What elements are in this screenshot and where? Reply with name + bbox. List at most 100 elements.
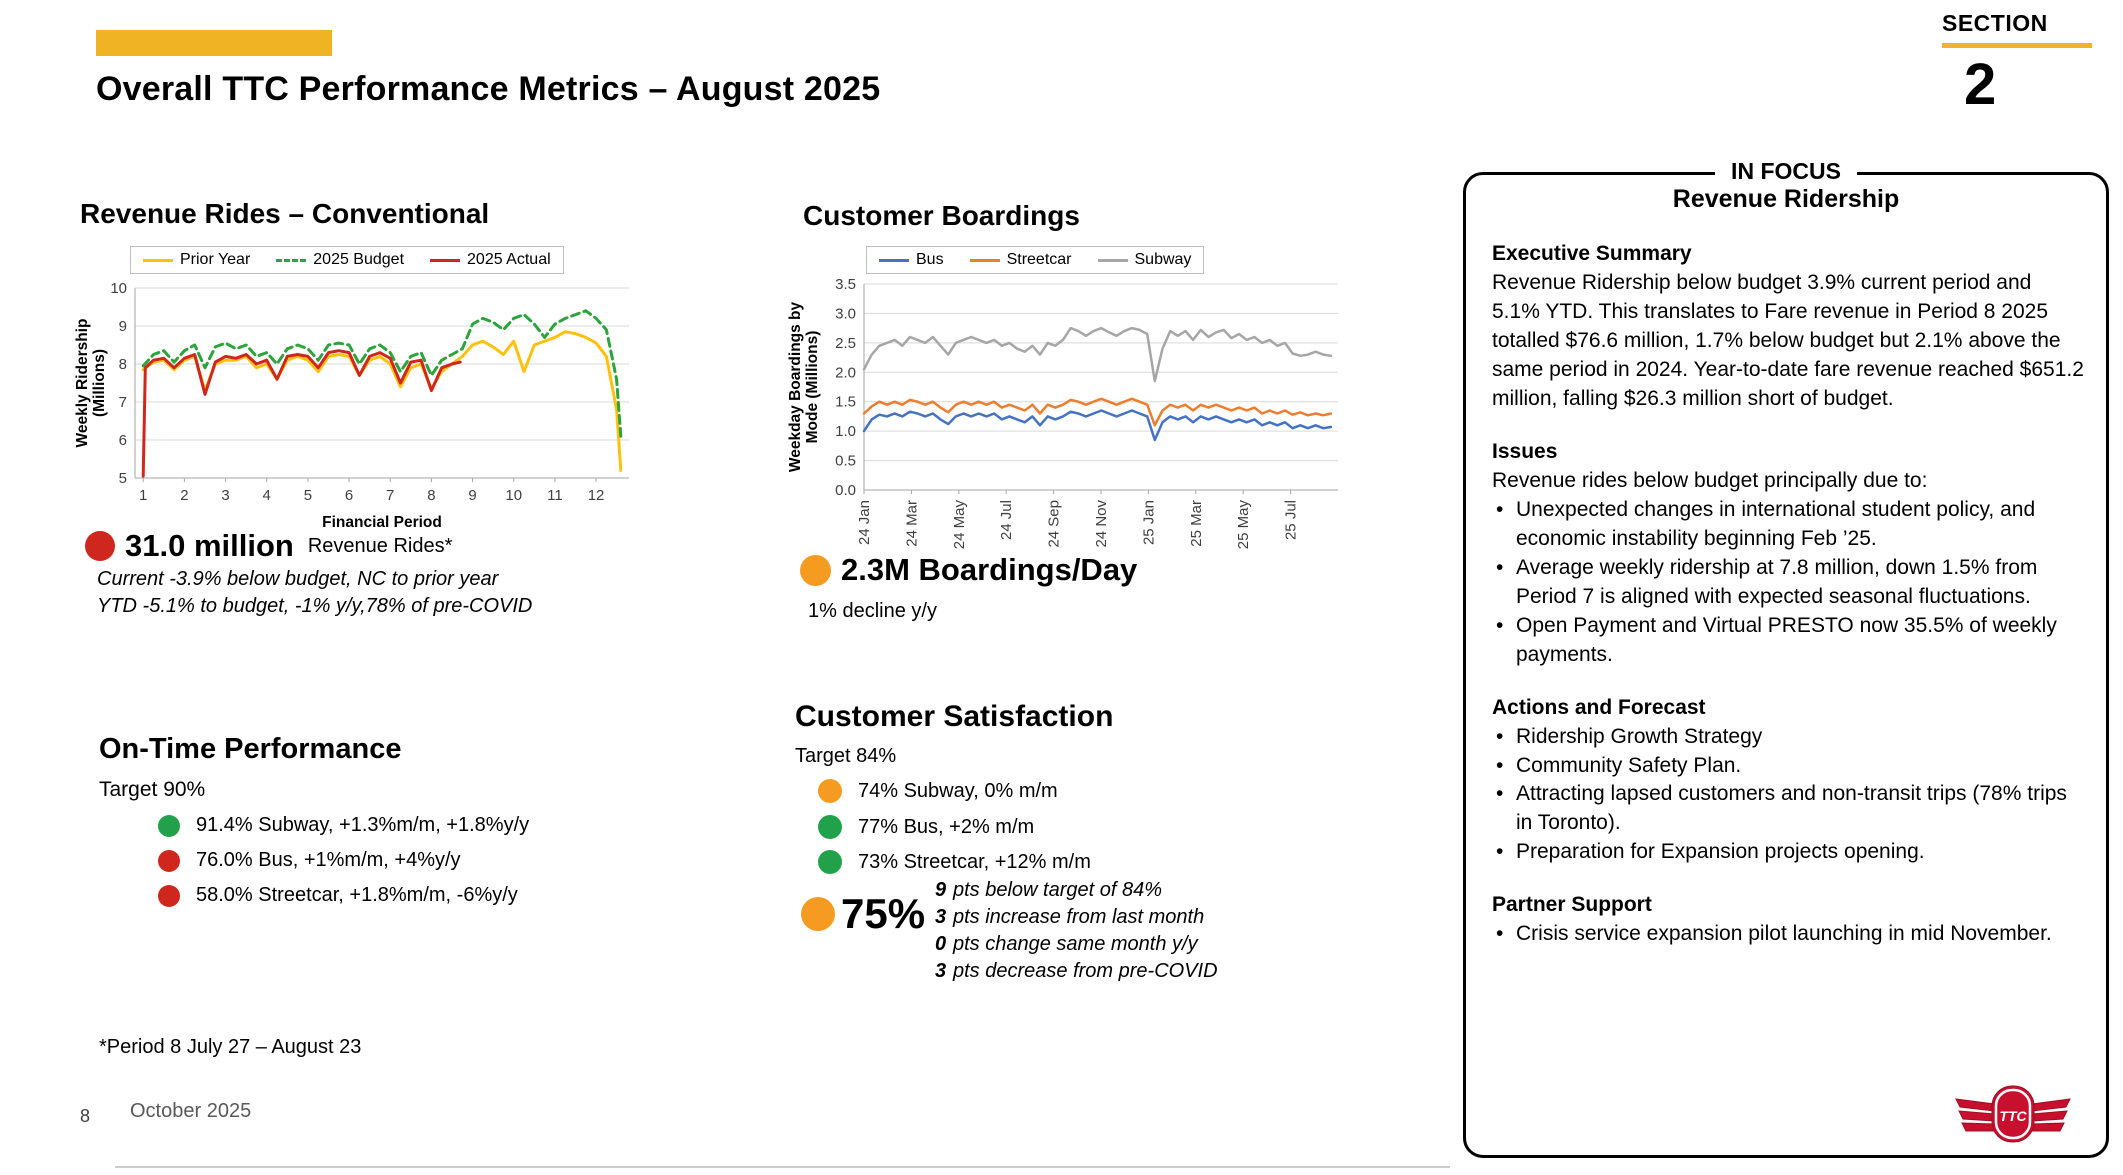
status-dot-icon <box>818 779 842 803</box>
on-time-item: 58.0% Streetcar, +1.8%m/m, -6%y/y <box>158 884 518 907</box>
revenue-chart-legend: Prior Year 2025 Budget 2025 Actual <box>130 246 564 274</box>
bullet-item: Average weekly ridership at 7.8 million,… <box>1492 554 2084 612</box>
svg-text:12: 12 <box>588 487 605 504</box>
satisfaction-item-text: 73% Streetcar, +12% m/m <box>858 850 1091 873</box>
bullet-item: Community Safety Plan. <box>1492 752 2084 781</box>
revenue-kpi-value: 31.0 million <box>125 528 294 563</box>
legend-label: 2025 Budget <box>313 251 405 268</box>
satisfaction-notes: 9 pts below target of 84% 3 pts increase f… <box>935 879 1218 987</box>
legend-label: Bus <box>916 251 944 268</box>
on-time-heading: On-Time Performance <box>99 733 402 765</box>
bullet-item: Ridership Growth Strategy <box>1492 723 2084 752</box>
svg-text:24 Sep: 24 Sep <box>1046 500 1063 548</box>
svg-text:5: 5 <box>304 487 312 504</box>
svg-text:1.5: 1.5 <box>835 394 856 411</box>
satisfaction-item-text: 77% Bus, +2% m/m <box>858 815 1035 838</box>
footer-divider <box>115 1166 1450 1168</box>
note-text: pts decrease from pre-COVID <box>953 960 1218 982</box>
footer-date: October 2025 <box>130 1100 252 1122</box>
legend-line-sample <box>969 258 1000 262</box>
boardings-chart-legend: Bus Streetcar Subway <box>866 246 1205 274</box>
bullet-item: Crisis service expansion pilot launching… <box>1492 920 2084 949</box>
note-value: 3 <box>935 960 947 982</box>
svg-text:Mode (Millions): Mode (Millions) <box>804 331 821 444</box>
legend-line-sample <box>276 258 307 262</box>
on-time-item-text: 58.0% Streetcar, +1.8%m/m, -6%y/y <box>196 884 518 906</box>
satisfaction-note: 0 pts change same month y/y <box>935 933 1218 960</box>
satisfaction-overall: 75% <box>801 890 925 938</box>
svg-text:25 Mar: 25 Mar <box>1188 500 1205 547</box>
satisfaction-note: 9 pts below target of 84% <box>935 879 1218 906</box>
focus-partner-list: Crisis service expansion pilot launching… <box>1492 920 2084 949</box>
on-time-item: 91.4% Subway, +1.3%m/m, +1.8%y/y <box>158 814 529 837</box>
svg-text:7: 7 <box>386 487 394 504</box>
period-footnote: *Period 8 July 27 – August 23 <box>99 1036 362 1058</box>
svg-text:3.0: 3.0 <box>835 305 856 322</box>
svg-text:9: 9 <box>468 487 476 504</box>
section-number: 2 <box>1964 52 1997 117</box>
svg-text:10: 10 <box>110 280 127 297</box>
svg-text:1.0: 1.0 <box>835 423 856 440</box>
legend-item: Subway <box>1097 251 1192 269</box>
legend-label: Subway <box>1134 251 1192 268</box>
satisfaction-target: Target 84% <box>795 745 897 767</box>
focus-title: Revenue Ridership <box>1672 185 1900 213</box>
note-text: pts increase from last month <box>953 906 1205 928</box>
status-dot-icon <box>85 531 115 561</box>
legend-item: Prior Year <box>143 251 250 269</box>
boardings-kpi-value: 2.3M Boardings/Day <box>841 552 1138 587</box>
svg-text:25 Jan: 25 Jan <box>1140 500 1157 545</box>
svg-text:2: 2 <box>180 487 188 504</box>
svg-text:1: 1 <box>139 487 147 504</box>
boardings-heading: Customer Boardings <box>803 200 1080 231</box>
svg-text:10: 10 <box>505 487 522 504</box>
boardings-kpi: 2.3M Boardings/Day <box>800 552 1137 588</box>
satisfaction-item-text: 74% Subway, 0% m/m <box>858 779 1058 802</box>
focus-actions-heading: Actions and Forecast <box>1492 695 1706 719</box>
title-accent-bar <box>96 30 332 56</box>
focus-actions-list: Ridership Growth StrategyCommunity Safet… <box>1492 723 2084 868</box>
revenue-kpi-label: Revenue Rides* <box>307 534 453 557</box>
boardings-note: 1% decline y/y <box>808 600 937 622</box>
note-value: 3 <box>935 906 947 928</box>
in-focus-tag: IN FOCUS <box>1715 158 1857 185</box>
svg-text:24 Mar: 24 Mar <box>903 500 920 547</box>
svg-text:0.0: 0.0 <box>835 482 856 499</box>
satisfaction-note: 3 pts decrease from pre-COVID <box>935 960 1218 987</box>
legend-item: 2025 Actual <box>430 251 551 269</box>
svg-text:0.5: 0.5 <box>835 453 856 470</box>
section-underline <box>1942 43 2092 48</box>
svg-text:11: 11 <box>547 487 563 504</box>
satisfaction-item: 74% Subway, 0% m/m <box>818 779 1058 803</box>
satisfaction-note: 3 pts increase from last month <box>935 906 1218 933</box>
revenue-note-1: Current -3.9% below budget, NC to prior … <box>97 568 499 590</box>
svg-text:3.5: 3.5 <box>835 276 856 293</box>
legend-item: 2025 Budget <box>276 251 404 269</box>
revenue-kpi: 31.0 million Revenue Rides* <box>85 528 452 564</box>
satisfaction-item: 77% Bus, +2% m/m <box>818 815 1034 839</box>
svg-text:24 Nov: 24 Nov <box>1093 500 1110 548</box>
focus-partner-heading: Partner Support <box>1492 893 1652 917</box>
legend-label: Prior Year <box>180 251 251 268</box>
page-number: 8 <box>80 1106 91 1126</box>
svg-text:3: 3 <box>221 487 229 504</box>
svg-text:9: 9 <box>119 318 127 335</box>
status-dot-icon <box>158 849 180 872</box>
svg-text:24 Jul: 24 Jul <box>998 500 1015 540</box>
legend-line-sample <box>1097 258 1128 262</box>
satisfaction-item: 73% Streetcar, +12% m/m <box>818 850 1091 874</box>
on-time-item-text: 91.4% Subway, +1.3%m/m, +1.8%y/y <box>196 814 530 836</box>
svg-text:(Millions): (Millions) <box>91 349 108 417</box>
legend-item: Bus <box>879 251 944 269</box>
focus-issues-heading: Issues <box>1492 439 1558 463</box>
legend-line-sample <box>143 258 173 262</box>
svg-text:2.0: 2.0 <box>835 364 856 381</box>
page-title: Overall TTC Performance Metrics – August… <box>96 70 881 108</box>
section-indicator: SECTION 2 <box>1942 10 2110 114</box>
legend-line-sample <box>879 258 909 262</box>
bullet-item: Unexpected changes in international stud… <box>1492 496 2084 554</box>
svg-text:8: 8 <box>119 356 127 373</box>
svg-text:4: 4 <box>263 487 271 504</box>
bullet-item: Open Payment and Virtual PRESTO now 35.5… <box>1492 612 2084 670</box>
